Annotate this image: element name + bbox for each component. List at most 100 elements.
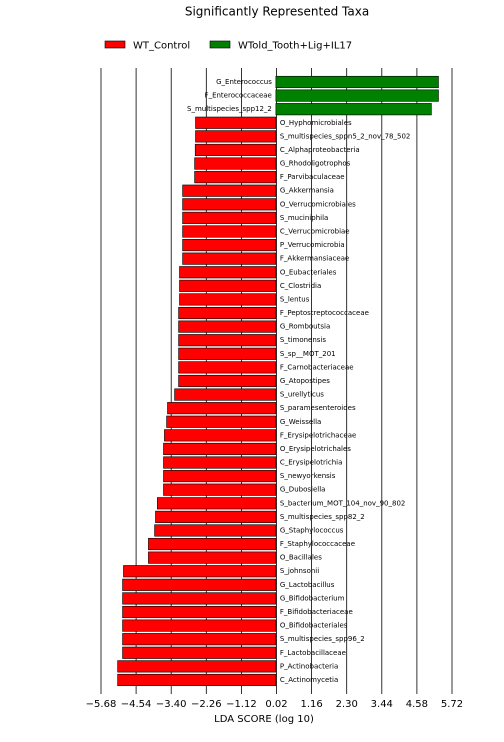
category-label: O_Bacillales <box>280 554 322 562</box>
category-label: C_Verrucomicrobiae <box>280 227 350 235</box>
bar <box>179 266 277 279</box>
bar <box>178 374 277 388</box>
x-tick-label: 1.16 <box>300 699 322 710</box>
bar <box>163 456 277 469</box>
category-label: F_Peptostreptococcaceae <box>280 309 369 317</box>
category-label: S_muciniphila <box>280 214 328 222</box>
chart-title: Significantly Represented Taxa <box>185 5 369 19</box>
x-tick-label: −1.12 <box>226 699 257 710</box>
category-label: O_Erysipelotrichales <box>280 445 351 453</box>
category-label: S_sp__MOT_201 <box>280 350 336 358</box>
bar <box>178 320 277 333</box>
category-label: C_Clostridia <box>280 282 321 290</box>
x-tick-label: 4.58 <box>406 699 428 710</box>
category-label: S_johnsonii <box>280 567 319 575</box>
bar <box>167 402 277 415</box>
bar <box>117 673 277 687</box>
category-label: G_Rhodoligotrophos <box>280 160 351 168</box>
category-label: O_Bifidobacteriales <box>280 622 348 630</box>
x-tick-label: 3.44 <box>371 699 393 710</box>
bar <box>178 306 277 320</box>
bar <box>166 415 277 428</box>
category-label: P_Actinobacteria <box>280 662 338 670</box>
legend-swatch <box>209 40 231 49</box>
bar <box>179 279 277 292</box>
bar <box>275 75 439 89</box>
bar <box>122 633 277 646</box>
x-tick-label: −2.26 <box>191 699 222 710</box>
bar <box>275 103 432 116</box>
category-label: S_multispecies_spp82_2 <box>280 513 365 521</box>
category-label: F_Parvibaculaceae <box>280 173 345 181</box>
legend-label: WTold_Tooth+Lig+IL17 <box>238 41 352 52</box>
legend-label: WT_Control <box>133 41 190 52</box>
category-label: C_Erysipelotrichia <box>280 459 343 467</box>
category-label: G_Weissella <box>280 418 321 426</box>
category-label: S_multispecies_sppn5_2_nov_78_502 <box>280 132 410 140</box>
x-tick-label: 5.72 <box>441 699 463 710</box>
category-label: S_urellyticus <box>280 391 324 399</box>
x-tick-label: 0.02 <box>265 699 287 710</box>
legend-swatch <box>104 40 126 49</box>
bar <box>174 388 277 401</box>
x-tick-label: −4.54 <box>121 699 152 710</box>
bar <box>148 538 277 551</box>
bar <box>154 524 277 537</box>
category-label: F_Erysipelotrichaceae <box>280 431 356 439</box>
bar <box>178 347 277 360</box>
category-label: O_Eubacteriales <box>280 268 337 276</box>
bar <box>122 592 277 605</box>
bar <box>182 252 277 265</box>
x-tick-label: 2.30 <box>336 699 358 710</box>
category-label: O_Verrucomicrobiales <box>280 200 356 208</box>
category-label: O_Hyphomicrobiales <box>280 119 352 127</box>
category-label: F_Akkermansiaceae <box>280 255 349 263</box>
category-label: G_Akkermansia <box>280 187 334 195</box>
bar <box>194 157 277 170</box>
bar <box>182 225 277 238</box>
bar <box>182 198 277 211</box>
category-label: G_Bifidobacterium <box>280 594 345 602</box>
bar <box>122 619 277 632</box>
bar <box>182 239 277 252</box>
bar <box>178 361 277 374</box>
bar <box>195 130 277 143</box>
bar <box>182 211 277 224</box>
bar <box>123 565 277 578</box>
category-label: P_Verrucomicrobia <box>280 241 345 249</box>
bar <box>275 89 439 102</box>
bar <box>157 497 277 510</box>
bar <box>122 578 277 591</box>
bar <box>194 143 277 156</box>
bar <box>122 646 277 659</box>
category-label: G_Lactobacillus <box>280 581 335 589</box>
category-label: F_Bifidobacteriaceae <box>280 608 353 616</box>
category-label: F_Carnobacteriaceae <box>280 363 354 371</box>
bar <box>163 442 277 455</box>
x-axis-label: LDA SCORE (log 10) <box>214 714 314 725</box>
bar <box>163 470 277 483</box>
category-label: F_Staphylococcaceae <box>280 540 355 548</box>
bar <box>182 184 277 197</box>
bar <box>194 171 277 184</box>
category-label: C_Alphaproteobacteria <box>280 146 360 154</box>
bar <box>164 429 277 442</box>
bar <box>155 510 277 523</box>
category-label: S_bacterium_MOT_104_nov_90_802 <box>280 499 405 507</box>
category-label: F_Enterococcaceae <box>205 92 272 100</box>
category-label: G_Romboutsia <box>280 323 330 331</box>
bar <box>117 660 277 673</box>
category-label: G_Enterococcus <box>216 78 272 86</box>
category-label: G_Staphylococcus <box>280 526 344 534</box>
category-label: S_multispecies_spp96_2 <box>280 635 365 643</box>
x-tick-label: −3.40 <box>156 699 187 710</box>
category-label: S_paramesenteroides <box>280 404 356 412</box>
category-label: S_multispecies_spp12_2 <box>187 105 272 113</box>
bar <box>148 551 277 564</box>
bar <box>122 605 277 619</box>
category-label: S_timonensis <box>280 336 327 344</box>
category-label: C_Actinomycetia <box>280 676 338 684</box>
category-label: G_Atopostipes <box>280 377 330 385</box>
category-label: G_Dubosiella <box>280 486 326 494</box>
